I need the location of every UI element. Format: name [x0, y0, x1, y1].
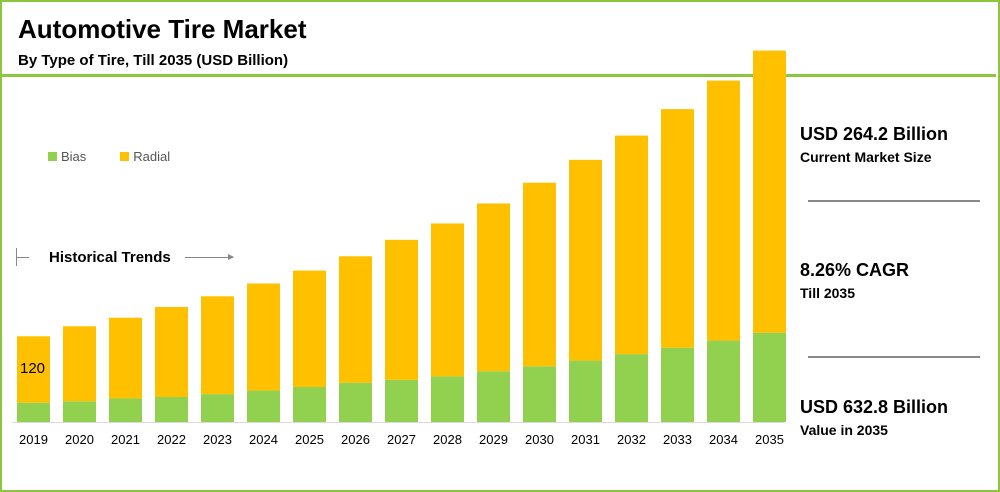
bar-bias-2026: [339, 382, 372, 422]
x-tick-label: 2032: [617, 432, 646, 447]
bar-radial-2030: [523, 182, 556, 367]
bar-radial-2028: [431, 223, 464, 377]
bar-bias-2022: [155, 397, 188, 422]
bar-radial-2029: [477, 203, 510, 372]
historical-trends-marker: Historical Trends: [16, 248, 234, 266]
x-tick-label: 2022: [157, 432, 186, 447]
bar-bias-2030: [523, 366, 556, 422]
x-tick-label: 2023: [203, 432, 232, 447]
legend-label-radial: Radial: [133, 149, 171, 164]
x-tick-label: 2029: [479, 432, 508, 447]
cagr-value: 8.26% CAGR: [800, 260, 910, 280]
bar-radial-2021: [109, 317, 142, 399]
x-tick-label: 2026: [341, 432, 370, 447]
x-tick-label: 2034: [709, 432, 738, 447]
stat-cagr: 8.26% CAGR Till 2035: [800, 260, 909, 301]
bar-bias-2019: [17, 402, 50, 422]
bar-radial-2026: [339, 256, 372, 383]
bar-radial-2027: [385, 239, 418, 380]
historical-lead-line: [17, 256, 29, 258]
bar-bias-2025: [293, 387, 326, 422]
bar-radial-2033: [661, 109, 694, 348]
x-tick-label: 2025: [295, 432, 324, 447]
stat-divider: [808, 356, 980, 358]
data-label: 120: [20, 360, 45, 377]
bar-bias-2024: [247, 390, 280, 422]
bar-radial-2025: [293, 270, 326, 387]
historical-tick: [16, 248, 17, 266]
x-tick-label: 2020: [65, 432, 94, 447]
value-2035-label: Value in 2035: [800, 422, 888, 438]
bar-bias-2028: [431, 376, 464, 422]
stat-divider: [808, 200, 980, 202]
bar-bias-2023: [201, 394, 234, 422]
bar-radial-2019: [17, 336, 50, 403]
bar-bias-2035: [753, 332, 786, 422]
legend-item-bias: Bias: [48, 149, 86, 164]
x-tick-label: 2028: [433, 432, 462, 447]
x-tick-label: 2021: [111, 432, 140, 447]
bar-bias-2034: [707, 340, 740, 422]
bar-radial-2035: [753, 50, 786, 333]
current-size-label: Current Market Size: [800, 149, 932, 165]
current-size-value: USD 264.2 Billion: [800, 124, 949, 144]
bar-radial-2022: [155, 307, 188, 397]
bar-bias-2027: [385, 379, 418, 422]
stat-current-size: USD 264.2 Billion Current Market Size: [800, 124, 948, 165]
legend-swatch-bias: [48, 152, 57, 161]
arrow-right-icon: [184, 253, 234, 260]
x-tick-label: 2035: [755, 432, 784, 447]
x-tick-label: 2019: [19, 432, 48, 447]
x-tick-label: 2027: [387, 432, 416, 447]
legend-label-bias: Bias: [61, 149, 87, 164]
bar-bias-2032: [615, 354, 648, 422]
chart-subtitle: By Type of Tire, Till 2035 (USD Billion): [18, 52, 289, 69]
bar-radial-2024: [247, 283, 280, 391]
bar-bias-2021: [109, 398, 142, 422]
bar-bias-2020: [63, 401, 96, 422]
x-tick-label: 2024: [249, 432, 278, 447]
x-tick-label: 2031: [571, 432, 600, 447]
bar-bias-2033: [661, 347, 694, 422]
chart-title: Automotive Tire Market: [18, 14, 307, 44]
bar-bias-2029: [477, 371, 510, 422]
bar-radial-2023: [201, 296, 234, 395]
value-2035-value: USD 632.8 Billion: [800, 397, 949, 417]
legend-swatch-radial: [120, 152, 130, 161]
x-tick-label: 2033: [663, 432, 692, 447]
bar-chart: 2019 2020 2021 2022 2023 2024 2025 2026 2027 2028…: [12, 50, 786, 447]
cagr-label: Till 2035: [800, 285, 856, 301]
header-divider: [0, 74, 996, 77]
x-tick-label: 2030: [525, 432, 554, 447]
bar-bias-2031: [569, 360, 602, 422]
bar-radial-2020: [63, 326, 96, 402]
bar-radial-2032: [615, 135, 648, 355]
legend-item-radial: Radial: [120, 149, 170, 164]
stat-value-2035: USD 632.8 Billion Value in 2035: [800, 397, 948, 438]
chart-legend: Bias Radial: [48, 149, 170, 164]
bar-radial-2034: [707, 80, 740, 341]
bar-radial-2031: [569, 159, 602, 361]
historical-trends-label: Historical Trends: [49, 248, 171, 266]
